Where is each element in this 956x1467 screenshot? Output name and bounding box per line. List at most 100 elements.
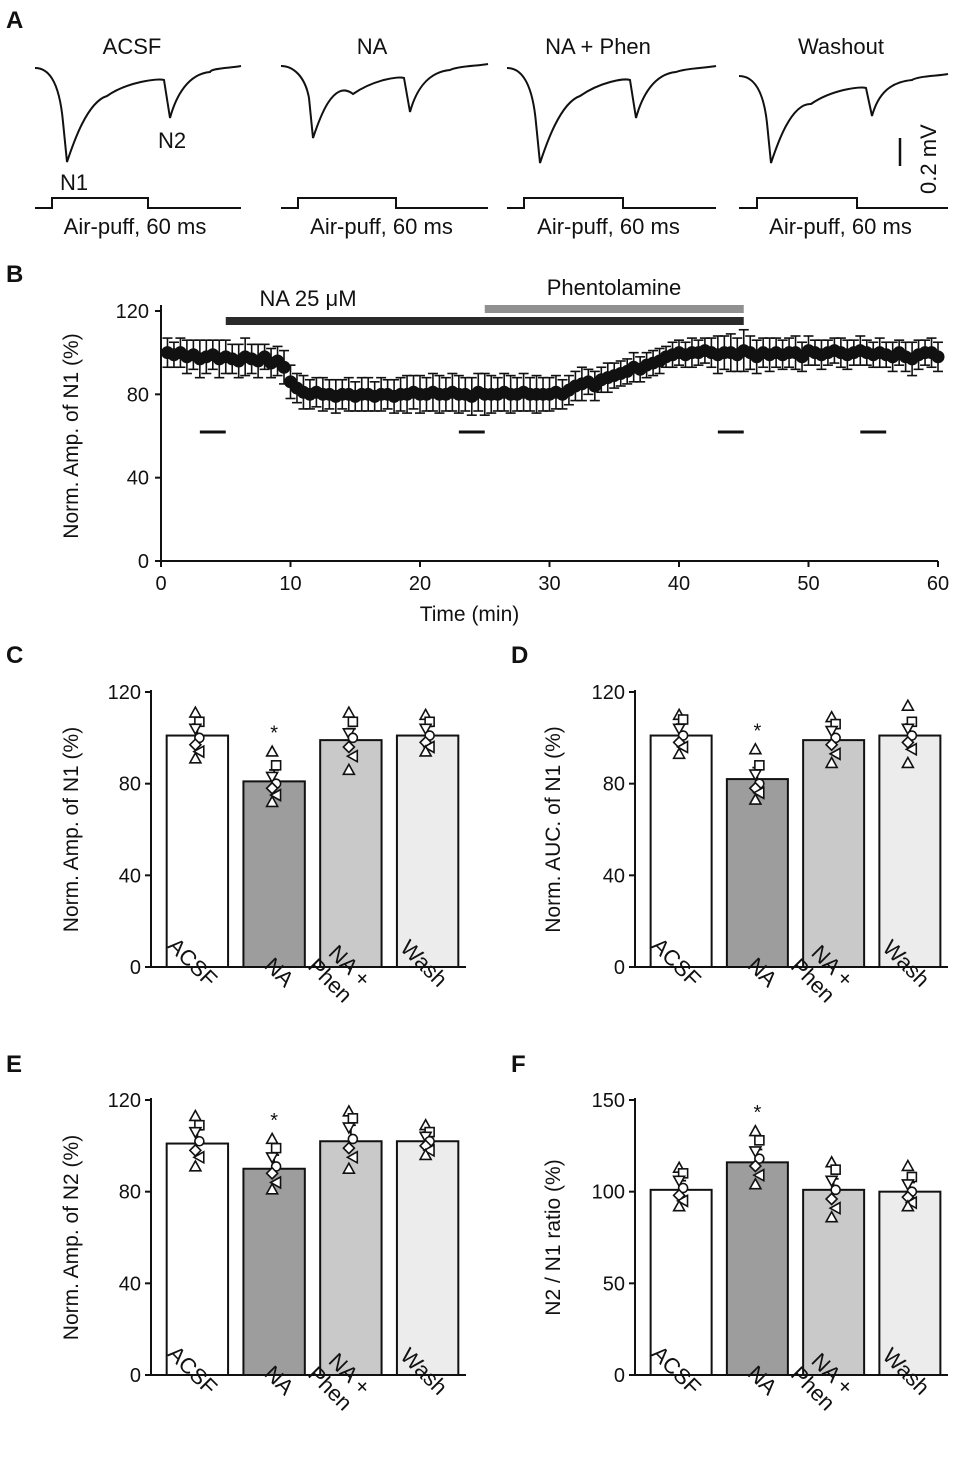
individual-point [422, 740, 435, 754]
x-tick-label: 60 [927, 573, 949, 595]
y-tick-label: 40 [603, 865, 625, 887]
individual-point [830, 1164, 841, 1175]
individual-point [901, 1158, 915, 1172]
individual-point [347, 732, 359, 744]
individual-point [754, 760, 765, 771]
individual-point [830, 1184, 841, 1196]
trace-title: Washout [798, 34, 884, 59]
y-tick-label: 80 [603, 774, 625, 796]
stimulus-step [35, 197, 241, 209]
individual-point [824, 725, 839, 739]
y-tick-label: 0 [614, 1365, 625, 1387]
y-tick-label: 80 [127, 384, 149, 406]
individual-point [418, 744, 433, 757]
individual-point [748, 792, 763, 805]
individual-point [748, 1159, 763, 1173]
significance-mark: * [753, 1102, 761, 1124]
individual-point [901, 755, 915, 769]
bar [242, 1167, 306, 1376]
scale-bar: 0.2 mV [898, 124, 941, 194]
x-tick-label: 10 [279, 573, 301, 595]
y-axis-label: Norm. Amp. of N2 (%) [60, 1135, 83, 1340]
individual-point [342, 1122, 356, 1135]
bar [395, 1140, 460, 1376]
trace-panel-1: ACSF Air-puff, 60 ms N1 N2 [34, 34, 242, 239]
y-axis-label: N2 / N1 ratio (%) [542, 1159, 565, 1315]
individual-point [270, 1142, 282, 1154]
individual-point [265, 1152, 279, 1165]
x-tick-label: 40 [668, 573, 690, 595]
significance-mark: * [270, 723, 278, 745]
individual-point [824, 1210, 839, 1223]
individual-point [828, 1201, 841, 1216]
individual-point [422, 1143, 435, 1158]
stimulus-step [739, 197, 948, 209]
individual-point [748, 1124, 763, 1137]
bar [165, 734, 230, 969]
individual-point [192, 1150, 205, 1165]
panel-letter: E [6, 1051, 22, 1078]
individual-point [901, 1179, 915, 1192]
significance-mark: * [753, 720, 761, 742]
chart-panels: B NA 25 μM Phentolamine 0 40 80 120 0 10 20 30 40 50… [6, 261, 949, 1415]
y-tick-label: 150 [592, 1090, 625, 1112]
individual-point [752, 1168, 765, 1183]
panel-b: B NA 25 μM Phentolamine 0 40 80 120 0 10 20 30 40 50… [6, 261, 949, 626]
bar [395, 734, 460, 969]
individual-point [268, 1175, 282, 1190]
bar [649, 734, 713, 969]
bar [649, 1188, 713, 1377]
bar [725, 778, 789, 968]
individual-point [748, 742, 763, 755]
individual-point [901, 1199, 915, 1212]
stimulus-label: Air-puff, 60 ms [64, 214, 207, 239]
individual-point [672, 723, 686, 736]
individual-point [752, 785, 765, 800]
individual-point [342, 762, 356, 776]
peak-label-n2: N2 [158, 128, 186, 153]
individual-point [672, 1199, 686, 1212]
panel-letter: F [511, 1051, 526, 1078]
y-tick-label: 80 [119, 1182, 141, 1204]
drug-label: Phentolamine [547, 275, 682, 300]
bar [878, 734, 942, 969]
trace-panel-3: NA + Phen Air-puff, 60 ms [506, 34, 717, 239]
individual-point [677, 714, 689, 725]
bar [878, 1190, 942, 1376]
individual-point [901, 698, 915, 711]
individual-point [675, 740, 689, 754]
bar [242, 780, 306, 968]
significance-mark: * [270, 1110, 278, 1132]
individual-point [901, 723, 915, 736]
y-tick-label: 0 [130, 957, 141, 979]
panel-a-letter: A [6, 7, 23, 34]
individual-point [342, 1161, 356, 1174]
y-tick-label: 0 [614, 957, 625, 979]
y-tick-label: 40 [119, 1273, 141, 1295]
individual-point [754, 1153, 765, 1164]
individual-point [342, 1141, 356, 1155]
y-tick-label: 50 [603, 1273, 625, 1295]
y-axis-label: Norm. AUC. of N1 (%) [542, 726, 565, 933]
individual-point [672, 1175, 686, 1188]
individual-point [748, 1146, 763, 1159]
individual-point [754, 1135, 765, 1146]
y-tick-label: 120 [592, 682, 625, 704]
individual-point [342, 705, 356, 718]
bar [319, 1140, 383, 1376]
individual-point [194, 1135, 205, 1147]
y-tick-label: 0 [130, 1365, 141, 1387]
trace-waveform [506, 65, 717, 164]
individual-point [418, 1147, 433, 1161]
individual-point [347, 1113, 359, 1124]
y-axis-label: Norm. Amp. of N1 (%) [60, 727, 83, 932]
trace-title: ACSF [103, 34, 162, 59]
individual-point [828, 747, 841, 761]
individual-point [672, 746, 686, 760]
individual-point [345, 1150, 359, 1165]
